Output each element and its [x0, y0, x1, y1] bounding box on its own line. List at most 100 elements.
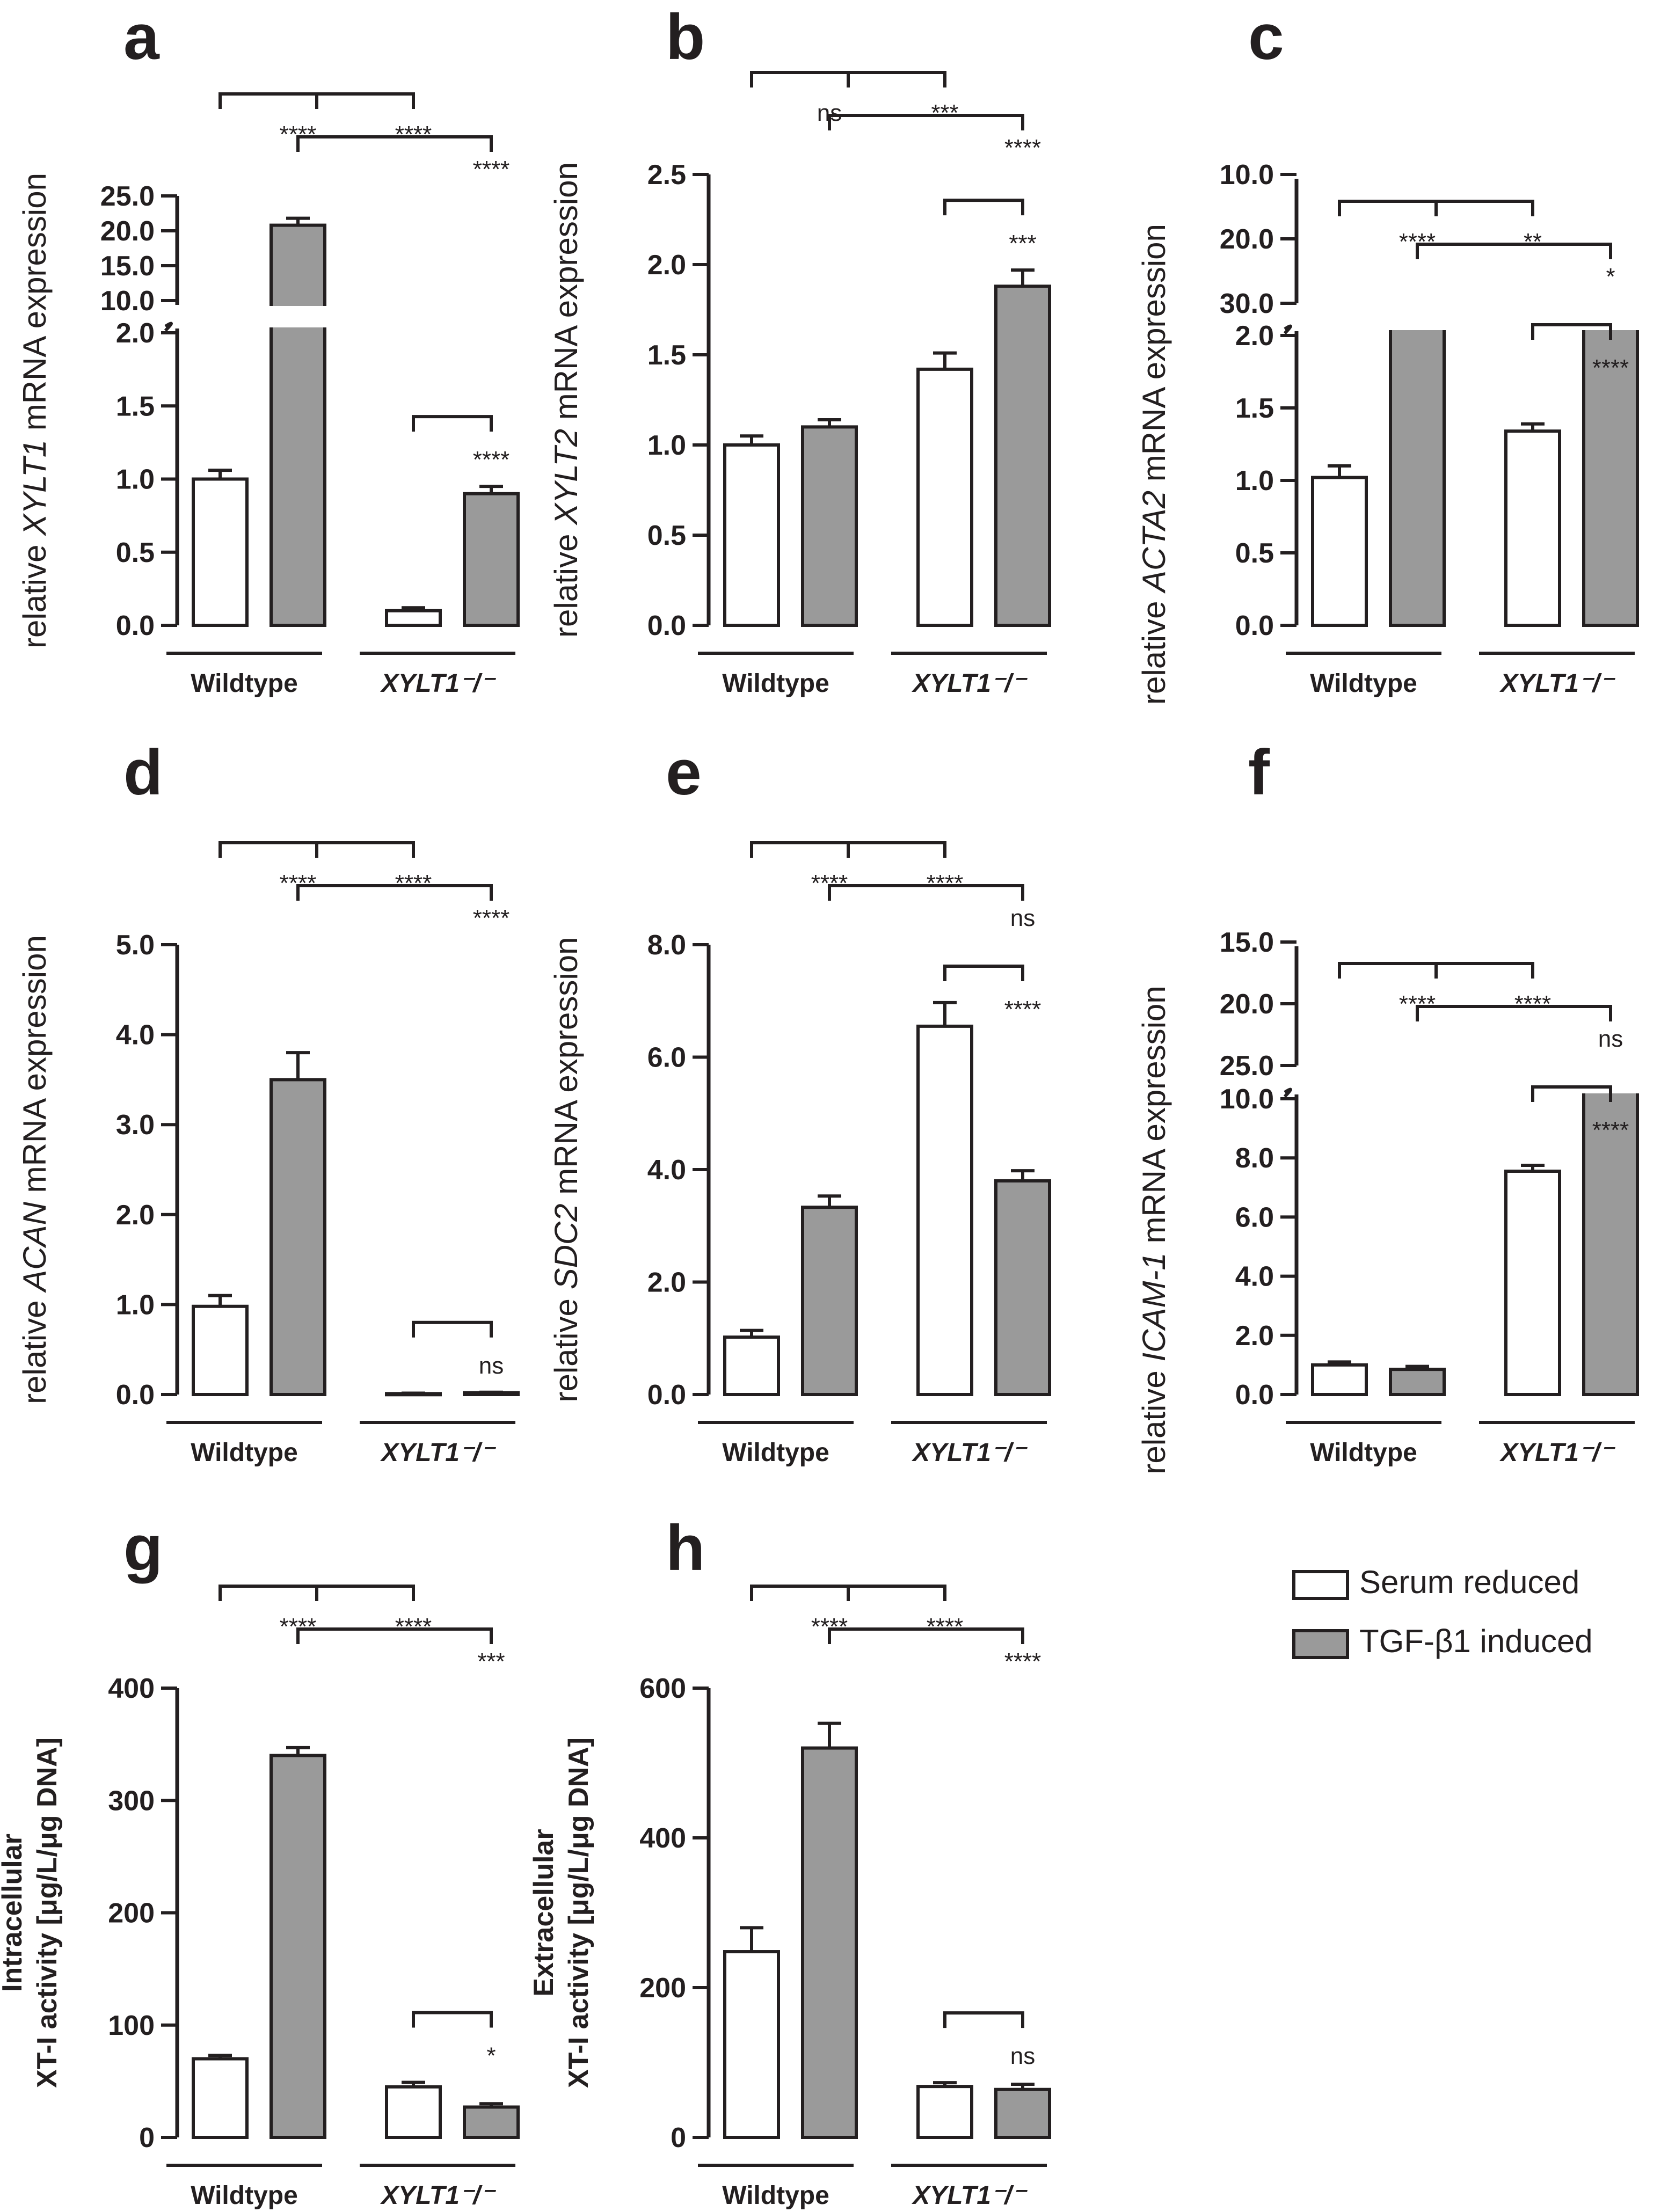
significance-label: ns [1010, 905, 1035, 931]
panel-letter-h: h [666, 1512, 705, 1584]
bar-tgf-xylt1-ko [994, 1179, 1051, 1396]
group-label-wildtype: Wildtype [191, 669, 298, 698]
significance-bracket [218, 841, 415, 858]
significance-bracket [828, 1627, 1024, 1644]
bar-tgf-wildtype [801, 425, 858, 627]
significance-bracket [1338, 962, 1534, 979]
y-tick-label: 5.0 [116, 930, 155, 961]
y-tick-label: 8.0 [1235, 1143, 1274, 1174]
y-tick-label: 20.0 [1220, 989, 1274, 1020]
y-tick-label: 400 [639, 1823, 686, 1854]
bar-serum-wildtype [1311, 476, 1368, 627]
y-tick-label: 6.0 [1235, 1202, 1274, 1233]
legend-label-serum: Serum reduced [1359, 1564, 1579, 1600]
panel-letter-f: f [1248, 736, 1270, 808]
significance-bracket [412, 2011, 493, 2028]
y-tick-label: 0.0 [647, 1379, 686, 1411]
panel-f: f 0.0 2.0 4.0 6.0 8.0 10.0 15.0 20.0 25.0 relative… [1136, 736, 1641, 1474]
axis-break-mark [164, 322, 173, 332]
bar-serum-xylt1-ko [916, 367, 973, 627]
bar-serum-xylt1-ko [916, 1024, 973, 1396]
significance-label: **** [395, 870, 432, 896]
group-label-xylt1-ko: XYLT1⁻/⁻ [380, 1439, 496, 1467]
group-label-xylt1-ko: XYLT1⁻/⁻ [1499, 1439, 1615, 1467]
y-tick-label: 4.0 [647, 1155, 686, 1186]
legend: Serum reduced TGF-β1 induced [1292, 1564, 1593, 1659]
axis-break-mark [1283, 1087, 1292, 1098]
panel-c: c 0.0 0.5 1.0 1.5 2.0 10.0 20.0 30.0 relative ACT… [1136, 1, 1641, 705]
bar-tgf-xylt1-ko [463, 2105, 520, 2139]
y-axis-title-gene: SDC2 [548, 1203, 584, 1289]
y-axis-title-prefix: relative [1136, 1362, 1172, 1474]
significance-bracket [218, 1585, 415, 1601]
significance-bracket [1338, 200, 1534, 216]
bar-tgf-xylt1-ko [463, 1391, 520, 1396]
group-label-xylt1-ko: XYLT1⁻/⁻ [380, 669, 496, 698]
bar-tgf-xylt1-ko [994, 284, 1051, 627]
y-tick-label: 2.5 [647, 159, 686, 191]
y-tick-label: 4.0 [1235, 1261, 1274, 1293]
bar-serum-xylt1-ko [385, 609, 442, 627]
group-label-wildtype: Wildtype [191, 2181, 298, 2210]
y-axis-title-prefix: relative [548, 1289, 584, 1402]
y-tick-label: 1.5 [116, 391, 155, 422]
significance-bracket [412, 415, 493, 432]
significance-bracket [296, 1627, 493, 1644]
significance-label: **** [395, 121, 432, 148]
y-tick-label: 200 [108, 1898, 155, 1929]
y-tick-label: 1.5 [1235, 393, 1274, 424]
significance-label: *** [1009, 230, 1036, 257]
group-label-xylt1-ko: XYLT1⁻/⁻ [1499, 669, 1615, 698]
group-label-xylt1-ko: XYLT1⁻/⁻ [911, 669, 1028, 698]
y-tick-label: 1.0 [116, 464, 155, 495]
y-axis-title-suffix: mRNA expression [548, 937, 584, 1203]
bar-serum-wildtype [723, 443, 780, 627]
y-tick-label: 1.0 [1235, 465, 1274, 497]
significance-label: **** [1004, 996, 1041, 1023]
y-tick-label: 200 [639, 1973, 686, 2004]
significance-label: **** [473, 447, 510, 473]
y-axis-title: relative ACAN mRNA expression [17, 935, 53, 1404]
bar-serum-xylt1-ko [916, 2085, 973, 2139]
group-label-xylt1-ko: XYLT1⁻/⁻ [911, 1439, 1028, 1467]
group-label-xylt1-ko: XYLT1⁻/⁻ [380, 2181, 496, 2210]
significance-bracket [750, 71, 946, 87]
y-tick-label: 2.0 [647, 250, 686, 281]
y-tick-label: 10.0 [1220, 159, 1274, 191]
significance-bracket [750, 1585, 946, 1601]
significance-label: * [1606, 264, 1615, 290]
significance-label: **** [1514, 991, 1552, 1017]
significance-bracket [1531, 323, 1612, 340]
bar-tgf-xylt1-ko [994, 2087, 1051, 2139]
y-tick-label: 2.0 [1235, 320, 1274, 352]
panel-g: g 0 100 200 300 400 Intracellular XT-I activity… [0, 1512, 520, 2210]
significance-label: **** [473, 156, 510, 182]
bar-serum-xylt1-ko [385, 2085, 442, 2139]
y-tick-label: 0.5 [647, 520, 686, 551]
y-axis-title: relative SDC2 mRNA expression [548, 937, 584, 1402]
group-label-xylt1-ko: XYLT1⁻/⁻ [911, 2181, 1028, 2210]
panel-e: e 0.0 2.0 4.0 6.0 8.0 relative SDC2 mRNA expre… [548, 736, 1051, 1467]
y-tick-label: 0.0 [116, 1379, 155, 1411]
significance-label: **** [395, 1614, 432, 1640]
y-axis-title-suffix: mRNA expression [1136, 224, 1172, 491]
significance-bracket [296, 884, 493, 901]
legend-swatch-tgf [1292, 1629, 1349, 1659]
panel-a: a 0.0 0.5 1.0 1.5 2.010.0 15.0 20.0 25.0 relative… [17, 1, 520, 698]
y-tick-label: 0.0 [1235, 610, 1274, 641]
y-tick-label: 0.5 [1235, 538, 1274, 569]
bar-tgf-wildtype [269, 1078, 326, 1396]
significance-label: **** [1004, 135, 1041, 161]
y-tick-label: 10.0 [100, 286, 155, 317]
y-tick-label: 2.0 [647, 1267, 686, 1298]
significance-bracket [218, 92, 415, 109]
y-tick-label: 6.0 [647, 1042, 686, 1074]
bar-serum-xylt1-ko [385, 1392, 442, 1397]
significance-label: ** [1524, 229, 1542, 255]
group-label-wildtype: Wildtype [722, 2181, 829, 2210]
significance-bracket [943, 199, 1024, 216]
y-axis-title: relative XYLT2 mRNA expression [548, 162, 584, 638]
y-tick-label: 15.0 [1220, 927, 1274, 958]
y-tick-label: 2.0 [1235, 1320, 1274, 1352]
y-tick-label: 10.0 [1220, 1084, 1274, 1115]
